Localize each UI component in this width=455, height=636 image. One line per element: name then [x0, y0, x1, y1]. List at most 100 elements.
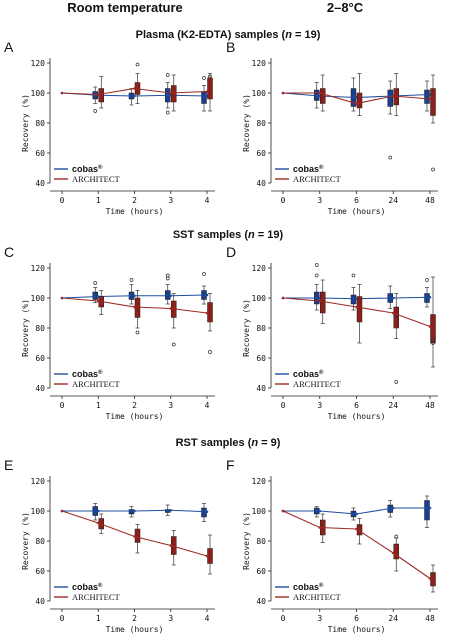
y-tick-label: 100	[31, 507, 46, 516]
y-axis-label: Recovery (%)	[21, 512, 30, 570]
data-point	[355, 102, 358, 105]
panel-label: D	[226, 244, 236, 260]
y-tick-label: 120	[252, 59, 267, 68]
outlier-point	[135, 62, 140, 67]
legend: cobas®ARCHITECT	[275, 582, 342, 602]
data-point	[133, 509, 136, 513]
x-tick-label: 3	[317, 196, 322, 205]
x-tick-label: 24	[388, 614, 398, 623]
outlier-point	[425, 278, 429, 282]
series-architect	[60, 290, 213, 354]
data-point	[391, 311, 395, 315]
x-tick-label: 6	[354, 401, 359, 410]
legend-label-cobas: cobas®	[293, 369, 324, 379]
outlier-point	[314, 273, 319, 278]
data-point	[391, 506, 395, 510]
y-tick-label: 100	[252, 507, 267, 516]
data-point	[96, 93, 100, 96]
series-cobas	[60, 503, 209, 522]
x-axis-label: Time (hours)	[328, 625, 386, 634]
x-tick-label: 1	[96, 614, 101, 623]
box	[356, 296, 363, 323]
section-title-sst: SST samples (n = 19)	[173, 229, 284, 241]
y-tick-label: 80	[35, 537, 45, 546]
y-tick-label: 100	[31, 294, 46, 303]
panel-c: C 40 60 80 100 120 0 1 2 3 4 Time (hours) Recovery (…	[4, 244, 215, 421]
y-tick-label: 40	[256, 179, 266, 188]
legend-label-cobas: cobas®	[293, 164, 324, 174]
data-point	[318, 509, 322, 513]
box	[134, 297, 141, 318]
data-point	[355, 527, 358, 531]
data-point	[60, 91, 64, 95]
box	[201, 507, 207, 518]
outlier-point	[165, 73, 170, 77]
series-cobas	[281, 77, 432, 160]
x-tick-label: 48	[425, 196, 435, 205]
data-point	[133, 294, 136, 298]
panel-f: F 40 60 80 100 120 0 3 6 24 48 Time (hours) Recovery…	[226, 457, 438, 634]
x-tick-label: 0	[60, 401, 65, 410]
data-point	[428, 295, 432, 299]
header-room-temperature: Room temperature	[67, 0, 183, 15]
data-point	[391, 94, 395, 98]
data-point	[391, 551, 395, 555]
data-point	[428, 97, 432, 101]
data-point	[60, 509, 64, 513]
y-tick-label: 120	[31, 59, 46, 68]
x-tick-label: 0	[281, 196, 286, 205]
y-tick-label: 100	[31, 89, 46, 98]
box	[350, 294, 357, 305]
box	[320, 88, 326, 104]
series-architect	[281, 73, 436, 172]
legend-label-cobas: cobas®	[293, 582, 324, 592]
y-tick-label: 60	[35, 567, 45, 576]
outlier-point	[202, 272, 206, 276]
y-axis-label: Recovery (%)	[242, 94, 251, 152]
series-line	[61, 297, 208, 314]
data-point	[133, 87, 136, 90]
y-tick-label: 100	[252, 89, 267, 98]
outlier-point	[394, 380, 399, 384]
data-point	[169, 91, 173, 95]
data-point	[205, 554, 209, 558]
x-axis-label: Time (hours)	[106, 207, 164, 216]
box	[92, 291, 98, 300]
x-tick-label: 24	[388, 196, 398, 205]
data-point	[96, 521, 100, 525]
x-axis-label: Time (hours)	[106, 412, 164, 421]
data-point	[205, 293, 209, 297]
data-point	[60, 296, 64, 300]
x-tick-label: 0	[60, 196, 65, 205]
data-point	[428, 506, 432, 510]
x-tick-label: 3	[317, 614, 322, 623]
legend: cobas®ARCHITECT	[275, 164, 342, 184]
y-axis-label: Recovery (%)	[21, 299, 30, 357]
x-tick-label: 6	[354, 196, 359, 205]
box	[165, 290, 171, 300]
x-tick-label: 4	[205, 196, 210, 205]
legend-label-architect: ARCHITECT	[293, 379, 342, 389]
panel-b: B 40 60 80 100 120 0 3 6 24 48 Time (hours) Recovery…	[226, 39, 438, 216]
outlier-point	[129, 278, 134, 282]
data-point	[205, 510, 209, 514]
data-point	[169, 307, 173, 310]
x-tick-label: 0	[281, 614, 286, 623]
x-tick-label: 6	[354, 614, 359, 623]
x-tick-label: 3	[168, 196, 173, 205]
data-point	[96, 509, 100, 513]
header-cold-storage: 2–8°C	[327, 0, 364, 15]
x-tick-label: 3	[168, 401, 173, 410]
outlier-point	[165, 110, 170, 115]
data-point	[133, 305, 136, 309]
box	[356, 92, 363, 109]
y-tick-label: 60	[35, 354, 45, 363]
y-tick-label: 80	[35, 119, 45, 128]
data-point	[96, 299, 100, 303]
outlier-point	[394, 534, 399, 539]
box	[430, 314, 436, 344]
series-cobas	[281, 263, 432, 311]
panel-d: D 40 60 80 100 120 0 3 6 24 48 Time (hours) Recovery…	[226, 244, 438, 421]
